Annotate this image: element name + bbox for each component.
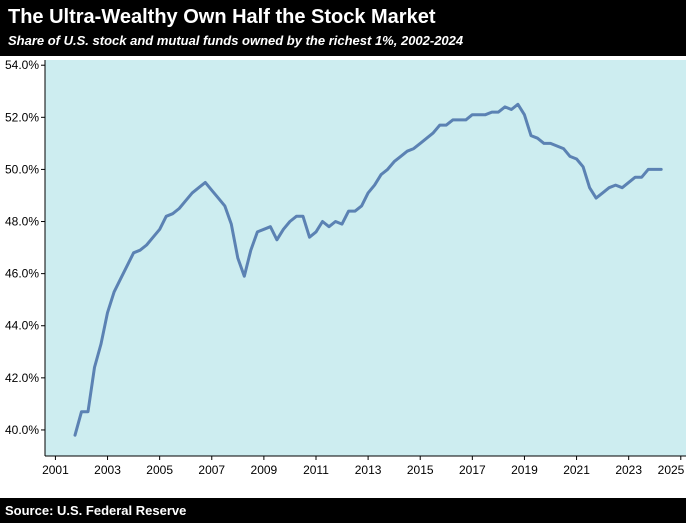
x-tick-label: 2017 xyxy=(459,463,486,477)
x-tick-label: 2007 xyxy=(198,463,225,477)
x-tick-label: 2001 xyxy=(42,463,69,477)
x-tick-label: 2015 xyxy=(407,463,434,477)
y-tick-label: 50.0% xyxy=(5,162,39,176)
chart-title: The Ultra-Wealthy Own Half the Stock Mar… xyxy=(8,6,436,28)
plot-area xyxy=(45,60,686,456)
x-tick-label: 2005 xyxy=(146,463,173,477)
y-tick-label: 54.0% xyxy=(5,58,39,72)
x-tick-label: 2023 xyxy=(615,463,642,477)
y-tick-label: 44.0% xyxy=(5,319,39,333)
header-bar: The Ultra-Wealthy Own Half the Stock Mar… xyxy=(0,0,686,56)
x-tick-label: 2019 xyxy=(511,463,538,477)
x-tick-label: 2011 xyxy=(303,463,329,477)
y-tick-label: 40.0% xyxy=(5,423,39,437)
y-tick-label: 42.0% xyxy=(5,371,39,385)
chart-subtitle: Share of U.S. stock and mutual funds own… xyxy=(8,33,464,48)
source-note: Source: U.S. Federal Reserve xyxy=(5,503,187,518)
x-tick-label: 2003 xyxy=(94,463,121,477)
x-tick-label: 2013 xyxy=(355,463,382,477)
y-tick-label: 46.0% xyxy=(5,267,39,281)
footer-bar: Source: U.S. Federal Reserve xyxy=(0,498,686,523)
x-tick-label: 2021 xyxy=(563,463,590,477)
line-chart: 40.0% 42.0% 44.0% 46.0% 48.0% 50.0% 52.0% 54.0%… xyxy=(5,58,686,477)
y-tick-label: 48.0% xyxy=(5,215,39,229)
x-tick-label: 2009 xyxy=(251,463,278,477)
x-tick-label: 2025 xyxy=(658,463,685,477)
share-line xyxy=(73,102,663,437)
y-tick-label: 52.0% xyxy=(5,110,39,124)
